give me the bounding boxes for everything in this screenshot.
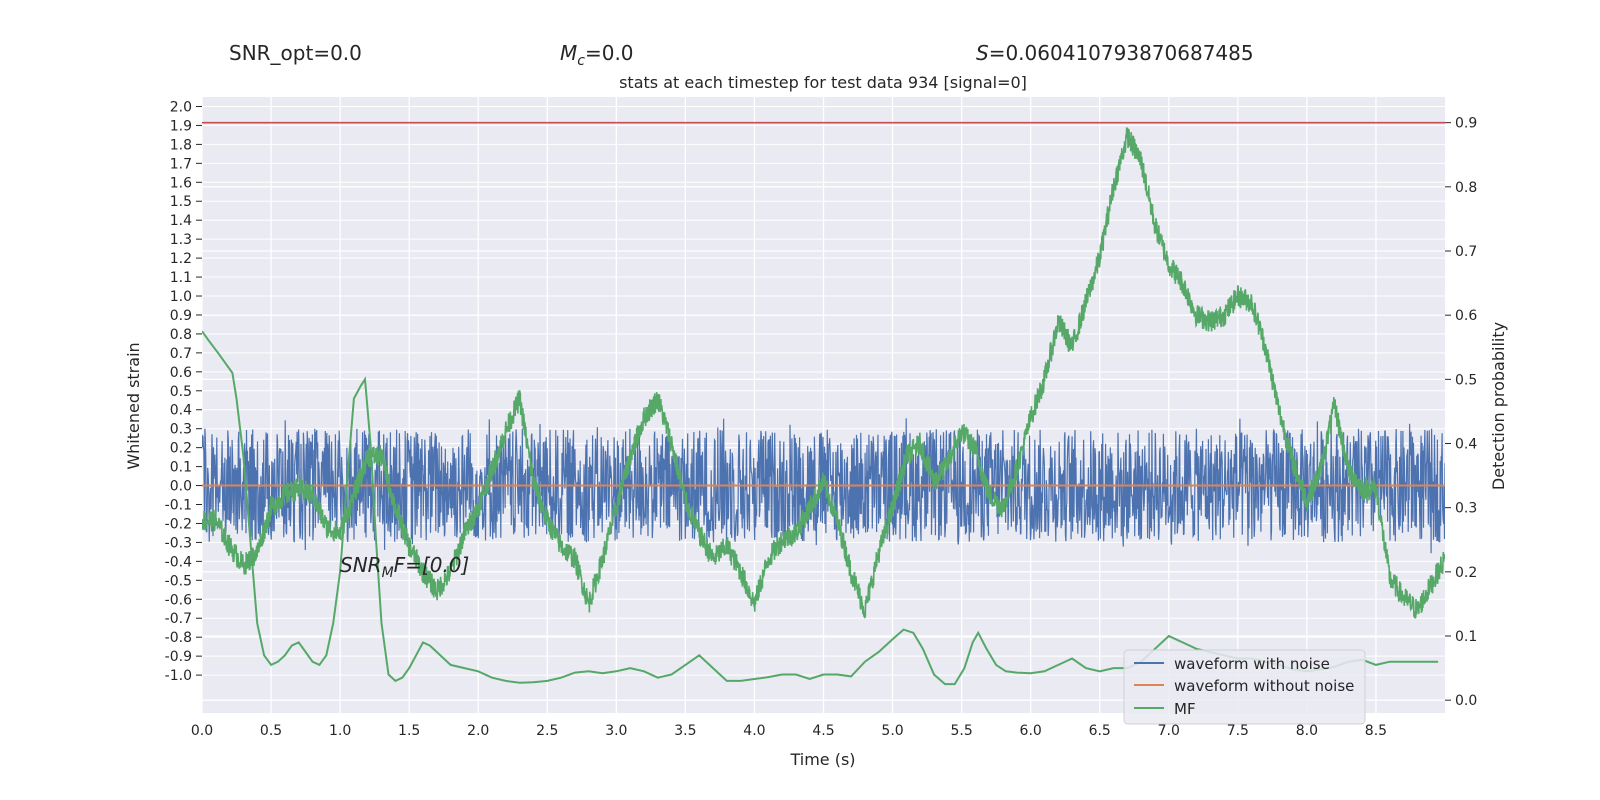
left-y-tick-label: 0.2 [170,441,192,457]
left-y-tick-label: 0.3 [170,422,192,438]
left-y-tick-label: 2.0 [170,99,192,115]
s-symbol: S [976,41,989,65]
left-y-axis-label: Whitened strain [124,342,143,469]
mc-label: Mc=0.0 [560,41,634,69]
left-y-tick-label: 1.3 [170,232,192,248]
left-y-tick-label: 1.7 [170,156,192,172]
s-value: =0.060410793870687485 [989,41,1254,65]
x-tick-label: 2.5 [536,723,558,739]
left-y-tick-label: 1.5 [170,194,192,210]
snr-mf-annotation: SNRMF=[0.0] [340,553,469,581]
left-y-tick-label: 0.9 [170,308,192,324]
right-y-tick-label: 0.5 [1455,372,1477,388]
s-label: S=0.060410793870687485 [976,41,1254,65]
series-waveform-with-noise [202,418,1445,554]
x-tick-label: 3.0 [605,723,627,739]
series-detection-probability [202,127,1445,619]
noise-trace [202,418,1445,554]
mc-symbol: M [560,41,577,65]
x-tick-label: 3.5 [674,723,696,739]
x-tick-label: 1.5 [398,723,420,739]
x-tick-label: 5.0 [881,723,903,739]
left-y-tick-label: -0.1 [165,498,192,514]
x-tick-label: 1.0 [329,723,351,739]
chart-title: stats at each timestep for test data 934… [619,73,1027,92]
left-y-tick-label: -0.2 [165,516,192,532]
left-y-tick-label: 0.0 [170,479,192,495]
legend-label-noise: waveform with noise [1174,655,1330,673]
left-y-tick-label: 0.1 [170,460,192,476]
x-tick-label: 6.0 [1020,723,1042,739]
left-y-tick-label: 1.8 [170,137,192,153]
left-y-tick-label: 1.2 [170,251,192,267]
x-tick-label: 7.0 [1158,723,1180,739]
x-axis-label: Time (s) [789,750,855,769]
left-y-tick-label: -1.0 [165,668,192,684]
right-y-axis-ticks: 0.0 0.1 0.2 0.3 0.4 0.5 0.6 0.7 0.8 0.9 [1445,116,1477,709]
left-y-tick-label: 0.5 [170,384,192,400]
x-tick-label: 4.5 [812,723,834,739]
x-tick-label: 4.0 [743,723,765,739]
left-y-tick-label: 0.7 [170,346,192,362]
right-y-tick-label: 0.1 [1455,629,1477,645]
legend: waveform with noise waveform without noi… [1123,649,1366,725]
left-y-axis-ticks: -1.0 -0.9 -0.8 -0.7 -0.6 -0.5 -0.4 -0.3 -0.2 -0.1… [165,99,202,684]
left-y-tick-label: -0.9 [165,649,192,665]
right-y-tick-label: 0.7 [1455,244,1477,260]
left-y-tick-label: -0.4 [165,554,192,570]
left-y-tick-label: -0.8 [165,630,192,646]
left-y-tick-label: -0.5 [165,573,192,589]
left-y-tick-label: 0.8 [170,327,192,343]
right-y-tick-label: 0.8 [1455,180,1477,196]
right-y-tick-label: 0.9 [1455,116,1477,132]
left-y-tick-label: -0.3 [165,535,192,551]
mc-value: =0.0 [585,41,634,65]
left-y-tick-label: -0.6 [165,592,192,608]
left-y-tick-label: 1.1 [170,270,192,286]
right-y-tick-label: 0.3 [1455,501,1477,517]
left-y-tick-label: -0.7 [165,611,192,627]
legend-box [1123,649,1366,725]
right-y-tick-label: 0.6 [1455,308,1477,324]
annotation-subscript: M [382,565,394,581]
x-tick-label: 0.0 [191,723,213,739]
snr-opt-label: SNR_opt=0.0 [229,41,362,65]
right-y-axis-label: Detection probability [1489,322,1508,490]
left-y-tick-label: 0.6 [170,365,192,381]
x-tick-label: 8.0 [1296,723,1318,739]
right-y-tick-label: 0.4 [1455,437,1477,453]
left-y-tick-label: 1.0 [170,289,192,305]
x-tick-label: 7.5 [1227,723,1249,739]
x-tick-label: 6.5 [1089,723,1111,739]
x-tick-label: 2.0 [467,723,489,739]
annotation-suffix: F=[0.0] [394,553,470,577]
mc-subscript: c [577,53,585,69]
x-tick-label: 5.5 [950,723,972,739]
x-axis-ticks: 0.0 0.5 1.0 1.5 2.0 2.5 3.0 3.5 4.0 4.5 5.0 5.5 6.0 6… [191,723,1387,739]
legend-label-mf: MF [1174,700,1196,718]
series-mf [202,330,1439,686]
right-y-tick-label: 0.2 [1455,565,1477,581]
left-y-tick-label: 1.4 [170,213,192,229]
x-tick-label: 0.5 [260,723,282,739]
annotation-prefix: SNR [340,553,382,577]
x-tick-label: 8.5 [1365,723,1387,739]
right-y-tick-label: 0.0 [1455,693,1477,709]
x-gridlines [201,97,1377,713]
left-y-tick-label: 0.4 [170,403,192,419]
legend-label-clean: waveform without noise [1174,677,1354,695]
left-y-tick-label: 1.6 [170,175,192,191]
left-y-tick-label: 1.9 [170,118,192,134]
